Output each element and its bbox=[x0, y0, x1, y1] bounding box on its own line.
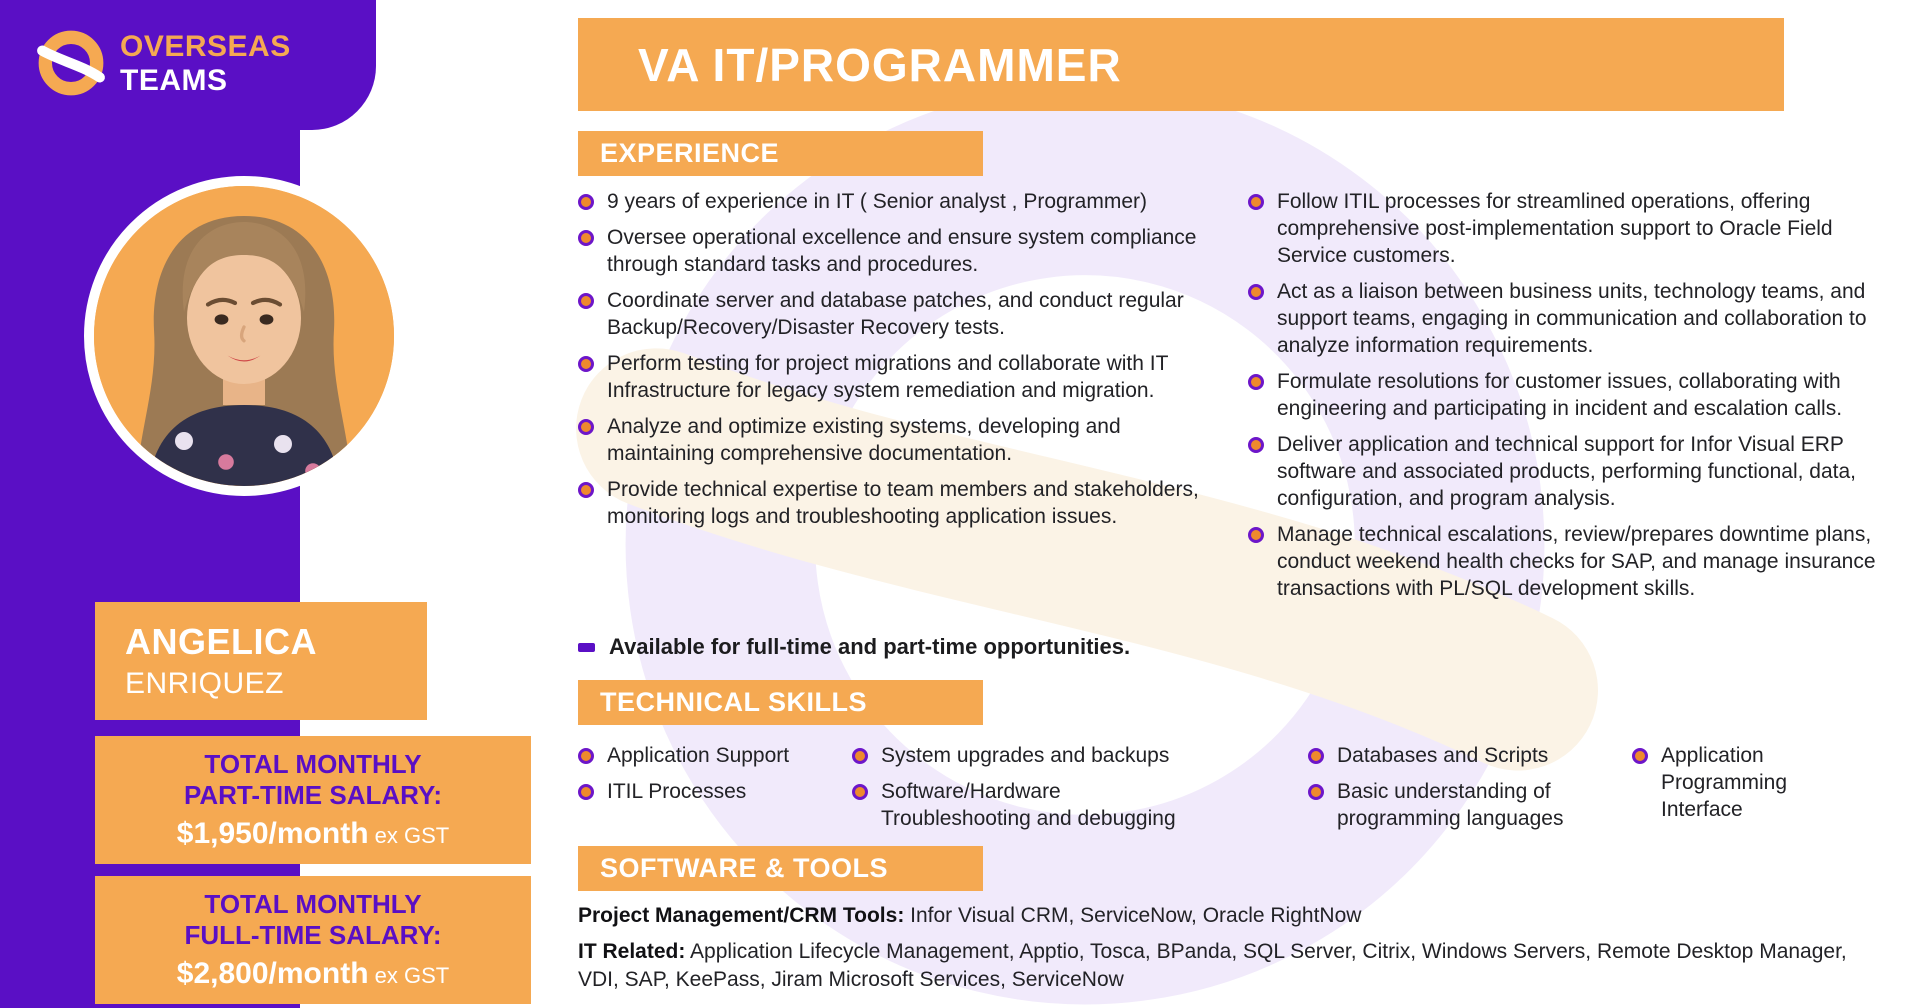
brand-name-line1: OVERSEAS bbox=[120, 30, 291, 63]
experience-item-text: Follow ITIL processes for streamlined op… bbox=[1277, 190, 1833, 267]
software-line-crm: Project Management/CRM Tools: Infor Visu… bbox=[578, 902, 1888, 930]
software-tools-text: Project Management/CRM Tools: Infor Visu… bbox=[578, 902, 1888, 1002]
first-name: ANGELICA bbox=[125, 621, 317, 662]
experience-item: Oversee operational excellence and ensur… bbox=[578, 224, 1228, 278]
experience-section-header: EXPERIENCE bbox=[578, 131, 983, 176]
full-time-salary-label-line2: FULL-TIME SALARY: bbox=[184, 920, 442, 950]
experience-item: Act as a liaison between business units,… bbox=[1248, 278, 1903, 359]
experience-item: Manage technical escalations, review/pre… bbox=[1248, 521, 1903, 602]
experience-item-text: Perform testing for project migrations a… bbox=[607, 352, 1169, 402]
brand-name-line2: TEAMS bbox=[120, 64, 228, 97]
skills-column-1: Application Support ITIL Processes bbox=[578, 742, 878, 814]
skill-item: ITIL Processes bbox=[578, 778, 878, 805]
circle-bullet-icon bbox=[578, 293, 594, 309]
circle-bullet-icon bbox=[578, 419, 594, 435]
circle-bullet-icon bbox=[578, 356, 594, 372]
circle-bullet-icon bbox=[1248, 437, 1264, 453]
skill-item: Basic understanding of programming langu… bbox=[1308, 778, 1568, 832]
brand-logo-icon bbox=[37, 30, 105, 96]
circle-bullet-icon bbox=[1632, 748, 1648, 764]
skill-item-text: Application Programming Interface bbox=[1661, 744, 1788, 821]
skill-item: System upgrades and backups bbox=[852, 742, 1212, 769]
last-name: ENRIQUEZ bbox=[125, 667, 285, 700]
experience-item-text: Formulate resolutions for customer issue… bbox=[1277, 370, 1843, 420]
experience-item-text: Manage technical escalations, review/pre… bbox=[1277, 523, 1876, 600]
skills-column-4: Application Programming Interface bbox=[1632, 742, 1797, 832]
software-line-crm-label: Project Management/CRM Tools: bbox=[578, 904, 905, 927]
skill-item-text: Application Support bbox=[607, 744, 790, 767]
software-line-crm-value: Infor Visual CRM, ServiceNow, Oracle Rig… bbox=[904, 904, 1362, 927]
full-time-salary-label-line1: TOTAL MONTHLY bbox=[204, 889, 422, 919]
circle-bullet-icon bbox=[578, 482, 594, 498]
software-line-it-value: Application Lifecycle Management, Apptio… bbox=[578, 940, 1847, 991]
experience-item: Deliver application and technical suppor… bbox=[1248, 431, 1903, 512]
skill-item: Application Support bbox=[578, 742, 878, 769]
portrait-illustration-icon bbox=[94, 186, 394, 486]
full-time-salary-amount: $2,800/month ex GST bbox=[177, 957, 449, 991]
circle-bullet-icon bbox=[1248, 374, 1264, 390]
page-title: VA IT/PROGRAMMER bbox=[578, 18, 1784, 111]
experience-item: Coordinate server and database patches, … bbox=[578, 287, 1228, 341]
experience-item: Formulate resolutions for customer issue… bbox=[1248, 368, 1903, 422]
skill-item-text: Basic understanding of programming langu… bbox=[1337, 780, 1564, 830]
experience-item: Follow ITIL processes for streamlined op… bbox=[1248, 188, 1903, 269]
availability-text: Available for full-time and part-time op… bbox=[609, 634, 1131, 659]
experience-item-text: Oversee operational excellence and ensur… bbox=[607, 226, 1197, 276]
circle-bullet-icon bbox=[1248, 284, 1264, 300]
part-time-salary-label-line2: PART-TIME SALARY: bbox=[183, 780, 443, 810]
circle-bullet-icon bbox=[1248, 527, 1264, 543]
experience-item-text: Coordinate server and database patches, … bbox=[607, 289, 1184, 339]
circle-bullet-icon bbox=[852, 784, 868, 800]
experience-item: 9 years of experience in IT ( Senior ana… bbox=[578, 188, 1228, 215]
circle-bullet-icon bbox=[578, 194, 594, 210]
experience-item: Perform testing for project migrations a… bbox=[578, 350, 1228, 404]
software-line-it-label: IT Related: bbox=[578, 940, 686, 963]
part-time-salary-card: TOTAL MONTHLY PART-TIME SALARY: $1,950/m… bbox=[95, 736, 531, 864]
experience-item: Provide technical expertise to team memb… bbox=[578, 476, 1228, 530]
skill-item: Application Programming Interface bbox=[1632, 742, 1797, 823]
part-time-salary-label-line1: TOTAL MONTHLY bbox=[204, 749, 422, 779]
circle-bullet-icon bbox=[852, 748, 868, 764]
skill-item-text: Databases and Scripts bbox=[1337, 744, 1549, 767]
brand-name: OVERSEAS TEAMS bbox=[120, 30, 291, 98]
circle-bullet-icon bbox=[578, 748, 594, 764]
full-time-amount-value: $2,800/month bbox=[176, 957, 369, 990]
name-card: ANGELICA ENRIQUEZ bbox=[95, 602, 427, 720]
skill-item-text: ITIL Processes bbox=[607, 780, 747, 803]
part-time-salary-amount: $1,950/month ex GST bbox=[177, 817, 449, 851]
part-time-gst-suffix: ex GST bbox=[368, 823, 450, 848]
skills-column-2: System upgrades and backups Software/Har… bbox=[852, 742, 1212, 841]
skill-item: Software/Hardware Troubleshooting and de… bbox=[852, 778, 1212, 832]
skills-column-3: Databases and Scripts Basic understandin… bbox=[1308, 742, 1568, 841]
circle-bullet-icon bbox=[1248, 194, 1264, 210]
experience-item-text: Deliver application and technical suppor… bbox=[1277, 433, 1856, 510]
profile-photo bbox=[84, 176, 404, 496]
full-time-gst-suffix: ex GST bbox=[368, 963, 450, 988]
full-time-salary-card: TOTAL MONTHLY FULL-TIME SALARY: $2,800/m… bbox=[95, 876, 531, 1004]
experience-item-text: 9 years of experience in IT ( Senior ana… bbox=[607, 190, 1148, 213]
skill-item-text: System upgrades and backups bbox=[881, 744, 1170, 767]
software-line-it: IT Related: Application Lifecycle Manage… bbox=[578, 938, 1888, 994]
circle-bullet-icon bbox=[1308, 748, 1324, 764]
experience-item-text: Provide technical expertise to team memb… bbox=[607, 478, 1199, 528]
dash-bullet-icon bbox=[578, 642, 595, 652]
experience-list-right: Follow ITIL processes for streamlined op… bbox=[1248, 188, 1903, 611]
circle-bullet-icon bbox=[578, 784, 594, 800]
skill-item-text: Software/Hardware Troubleshooting and de… bbox=[881, 780, 1176, 830]
software-tools-section-header: SOFTWARE & TOOLS bbox=[578, 846, 983, 891]
technical-skills-section-header: TECHNICAL SKILLS bbox=[578, 680, 983, 725]
experience-item: Analyze and optimize existing systems, d… bbox=[578, 413, 1228, 467]
experience-item-text: Act as a liaison between business units,… bbox=[1277, 280, 1867, 357]
availability-note: Available for full-time and part-time op… bbox=[578, 634, 1130, 660]
skill-item: Databases and Scripts bbox=[1308, 742, 1568, 769]
experience-list-left: 9 years of experience in IT ( Senior ana… bbox=[578, 188, 1228, 539]
experience-item-text: Analyze and optimize existing systems, d… bbox=[607, 415, 1121, 465]
part-time-amount-value: $1,950/month bbox=[176, 817, 369, 850]
circle-bullet-icon bbox=[578, 230, 594, 246]
circle-bullet-icon bbox=[1308, 784, 1324, 800]
watermark-logo-icon bbox=[576, 85, 1598, 1005]
